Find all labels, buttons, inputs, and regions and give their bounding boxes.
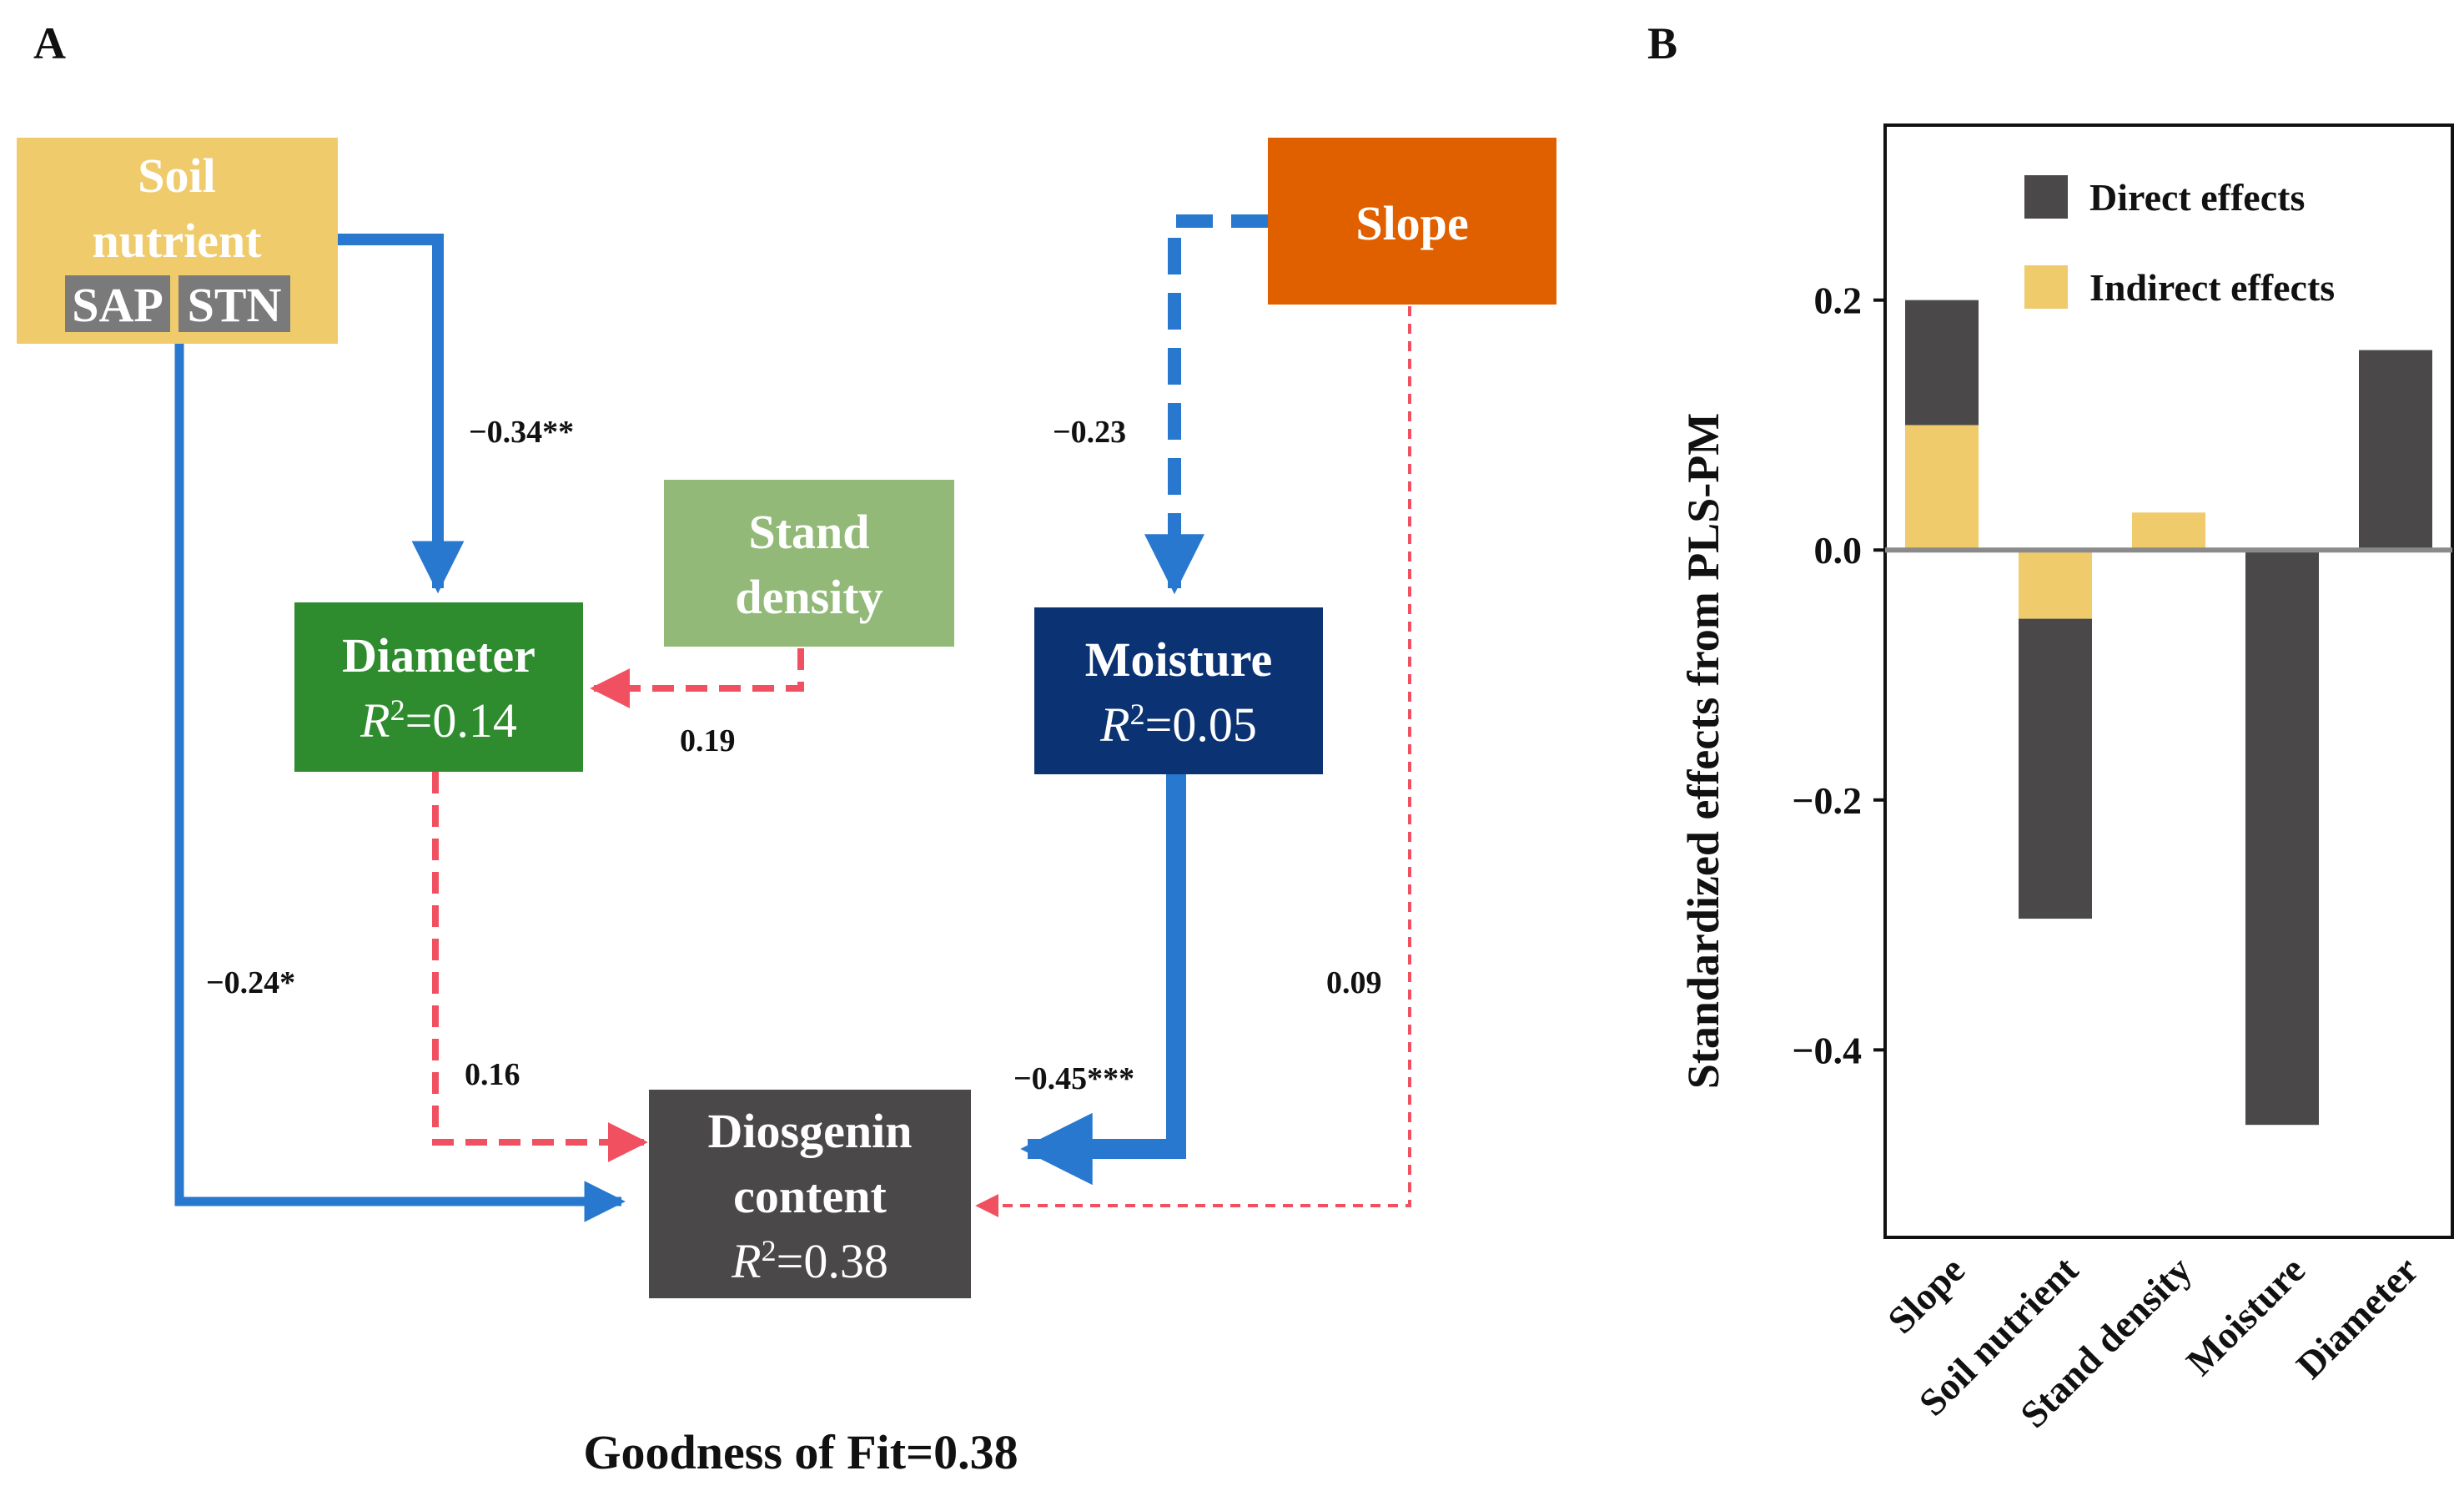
- coef-soil-diosgenin: −0.24*: [206, 965, 295, 1000]
- arrow-soil-to-diosgenin: [174, 344, 626, 1222]
- x-category-label: Slope: [1879, 1248, 1973, 1342]
- y-tick-label: 0.0: [1814, 529, 1863, 572]
- arrow-slope-to-moisture: [1144, 214, 1268, 595]
- node-moisture-label: Moisture: [1085, 632, 1272, 687]
- node-slope-box: [1268, 138, 1556, 305]
- coef-stand-diameter: 0.19: [680, 723, 736, 758]
- legend-label-direct: Direct effects: [2089, 176, 2305, 219]
- bar-indirect: [2132, 512, 2205, 551]
- bars: [1905, 300, 2432, 1126]
- node-soil-nutrient: Soil nutrient SAP STN: [17, 138, 338, 344]
- node-moisture-box: [1034, 607, 1323, 774]
- node-moisture-r2: R2=0.05: [1099, 698, 1257, 752]
- y-axis-ticks: 0.2 0.0 −0.2 −0.4: [1792, 280, 1885, 1071]
- node-diosgenin-line2: content: [733, 1169, 887, 1223]
- coef-soil-diameter: −0.34**: [469, 415, 574, 450]
- tag-stn-box: [179, 275, 290, 332]
- node-stand-box: [664, 480, 954, 647]
- node-diosgenin-r2: R2=0.38: [731, 1234, 888, 1288]
- bar-direct: [2245, 550, 2319, 1126]
- y-tick-label: −0.4: [1792, 1029, 1862, 1071]
- node-moisture: Moisture R2=0.05: [1034, 607, 1323, 774]
- coef-diameter-diosgenin: 0.16: [465, 1057, 520, 1092]
- node-stand-line1: Stand: [748, 505, 869, 559]
- y-tick-label: 0.2: [1814, 280, 1863, 322]
- arrow-slope-to-diosgenin: [975, 306, 1411, 1217]
- arrow-diameter-to-diosgenin: [432, 772, 648, 1162]
- tag-stn: STN: [188, 278, 282, 332]
- node-diameter-label: Diameter: [342, 628, 536, 683]
- panel-label-b: B: [1647, 18, 1677, 68]
- x-category-label: Diameter: [2288, 1248, 2426, 1387]
- node-soil-line1: Soil: [138, 149, 216, 203]
- node-slope-label: Slope: [1355, 196, 1468, 250]
- bar-direct: [2359, 350, 2432, 551]
- tag-sap: SAP: [72, 278, 163, 332]
- node-diameter: Diameter R2=0.14: [294, 602, 583, 772]
- bar-direct: [2019, 618, 2092, 919]
- panel-label-a: A: [33, 18, 66, 68]
- chart-frame: [1883, 123, 2454, 1239]
- legend-label-indirect: Indirect effects: [2089, 266, 2335, 309]
- x-category-label: Moisture: [2178, 1248, 2313, 1383]
- arrow-soil-to-diameter: [338, 234, 465, 594]
- legend: Direct effects Indirect effects: [2024, 175, 2335, 309]
- bar-indirect: [1905, 425, 1979, 551]
- node-stand-line2: density: [735, 570, 883, 624]
- node-diosgenin-box: [649, 1090, 971, 1298]
- node-diosgenin-content: Diosgenin content R2=0.38: [649, 1090, 971, 1298]
- bar-indirect: [2019, 550, 2092, 619]
- node-diosgenin-line1: Diosgenin: [708, 1104, 913, 1158]
- coef-slope-moisture: −0.23: [1053, 415, 1126, 450]
- bar-direct: [1905, 300, 1979, 426]
- node-stand-density: Stand density: [664, 480, 954, 647]
- goodness-of-fit: Goodness of Fit=0.38: [583, 1425, 1018, 1479]
- coef-slope-diosgenin: 0.09: [1326, 965, 1382, 1000]
- coef-moisture-diosgenin: −0.45***: [1013, 1061, 1134, 1096]
- tag-sap-box: [65, 275, 170, 332]
- node-diameter-box: [294, 602, 583, 772]
- legend-swatch-indirect: [2024, 265, 2068, 309]
- node-slope: Slope: [1268, 138, 1556, 305]
- y-tick-label: −0.2: [1792, 779, 1862, 822]
- node-soil-line2: nutrient: [93, 214, 263, 268]
- node-diameter-r2: R2=0.14: [360, 693, 517, 748]
- y-axis-label: Standardized effects from PLS-PM: [1678, 413, 1728, 1089]
- path-arrows: [174, 214, 1411, 1222]
- arrow-moisture-to-diosgenin: [1020, 774, 1186, 1186]
- arrow-stand-to-diameter: [590, 648, 804, 708]
- legend-swatch-direct: [2024, 175, 2068, 219]
